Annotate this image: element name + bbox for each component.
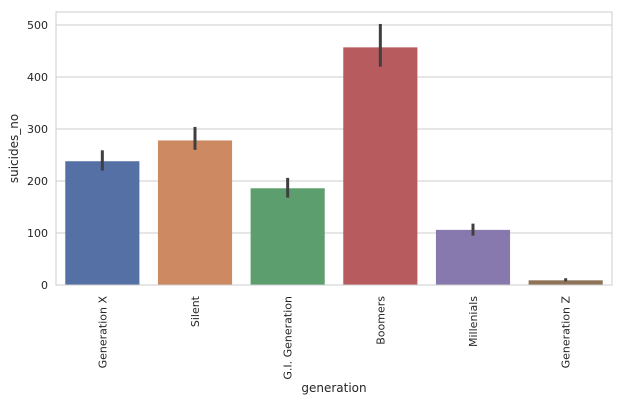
bar-generation-z xyxy=(528,280,603,285)
bar-millenials xyxy=(435,229,511,285)
y-tick-label: 100 xyxy=(27,227,48,240)
plot-frame xyxy=(55,11,613,286)
y-tick-label: 400 xyxy=(27,71,48,84)
x-tick-label: Silent xyxy=(189,295,202,327)
y-tick-label: 300 xyxy=(27,123,48,136)
bar-silent xyxy=(157,140,233,285)
x-tick-label: G.I. Generation xyxy=(282,296,295,380)
x-tick-label: Generation X xyxy=(96,296,109,369)
error-bar-layer xyxy=(100,23,568,282)
bar-g-i-generation xyxy=(250,188,325,285)
bar-boomers xyxy=(343,47,418,285)
y-tick-label: 0 xyxy=(41,279,48,292)
bar-layer xyxy=(65,47,603,285)
y-axis-label: suicides_no xyxy=(7,114,21,183)
y-tick-label: 500 xyxy=(27,19,48,32)
x-tick-label: Boomers xyxy=(374,296,387,345)
x-tick-label: Millenials xyxy=(467,296,480,347)
x-tick-label: Generation Z xyxy=(560,296,573,369)
x-tick-labels: Generation X Silent G.I. Generation Boomers… xyxy=(96,295,572,379)
bar-generation-x xyxy=(65,161,140,285)
x-axis-label: generation xyxy=(301,381,366,395)
y-tick-label: 200 xyxy=(27,175,48,188)
y-tick-labels: 0 100 200 300 400 500 xyxy=(27,19,48,292)
